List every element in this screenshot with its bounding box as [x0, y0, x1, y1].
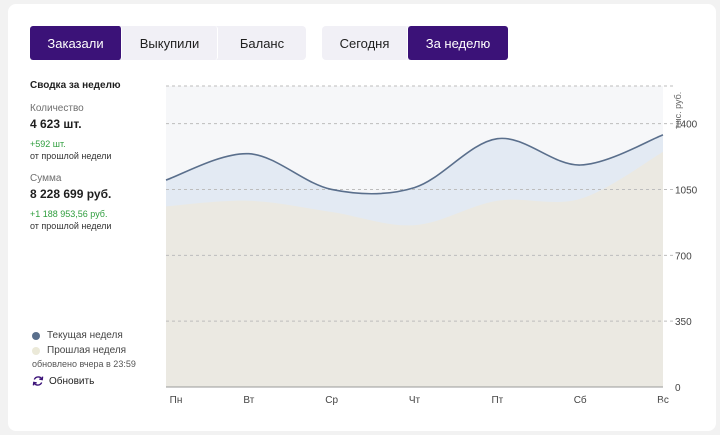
legend-previous-label: Прошлая неделя [47, 345, 127, 356]
period-tabs: Сегодня За неделю [322, 26, 508, 60]
y-tick-label: 0 [675, 383, 681, 394]
x-tick-label: Пн [170, 395, 183, 406]
watermark-text: Avito [653, 397, 710, 422]
chart-legend: Текущая неделя Прошлая неделя обновлено … [32, 328, 136, 387]
tab-balance[interactable]: Баланс [239, 35, 285, 51]
tab-today[interactable]: Сегодня [322, 26, 408, 60]
x-tick-label: Вт [243, 395, 254, 406]
legend-previous[interactable]: Прошлая неделя [32, 343, 136, 358]
y-tick-label: 1050 [675, 185, 698, 196]
tab-ordered[interactable]: Заказали [30, 26, 122, 60]
avito-watermark: Avito [620, 397, 710, 423]
current-week-line [165, 134, 664, 195]
legend-current[interactable]: Текущая неделя [32, 328, 136, 343]
y-tick-label: 1400 [675, 120, 698, 131]
x-tick-label: Сб [574, 394, 587, 406]
previous-week-area [166, 151, 663, 387]
refresh-button[interactable]: Обновить [32, 375, 136, 387]
tab-bought[interactable]: Выкупили [122, 26, 218, 60]
quantity-delta: +592 шт. [30, 139, 66, 149]
y-tick-label: 350 [675, 317, 692, 328]
tab-week[interactable]: За неделю [408, 26, 508, 60]
weekly-summary: Сводка за неделю Количество 4 623 шт. +5… [30, 80, 160, 231]
x-tick-label: Чт [409, 395, 421, 406]
y-axis-label: тыс. руб. [673, 92, 683, 129]
current-week-dot-icon [32, 331, 40, 340]
sum-since: от прошлой недели [30, 221, 112, 231]
sum-label: Сумма [30, 173, 62, 184]
sales-card: Заказали Выкупили Баланс Сегодня За неде… [8, 4, 716, 431]
x-tick-label: Ср [325, 395, 338, 406]
sum-delta: +1 188 953,56 руб. [30, 209, 108, 219]
sum-value: 8 228 699 руб. [30, 187, 112, 201]
quantity-label: Количество [30, 103, 84, 114]
avito-logo-icon [621, 399, 649, 420]
x-tick-label: Пт [491, 395, 503, 406]
refresh-icon [32, 376, 44, 386]
metric-tabs: Заказали Выкупили Баланс [30, 26, 306, 60]
previous-week-dot-icon [32, 346, 40, 355]
summary-title: Сводка за неделю [30, 80, 121, 91]
y-tick-label: 700 [675, 251, 692, 262]
quantity-value: 4 623 шт. [30, 117, 82, 131]
refresh-label: Обновить [49, 375, 95, 387]
x-tick-label: Вс [657, 395, 669, 406]
updated-text: обновлено вчера в 23:59 [32, 359, 136, 369]
legend-current-label: Текущая неделя [47, 330, 123, 341]
quantity-since: от прошлой недели [30, 151, 112, 161]
